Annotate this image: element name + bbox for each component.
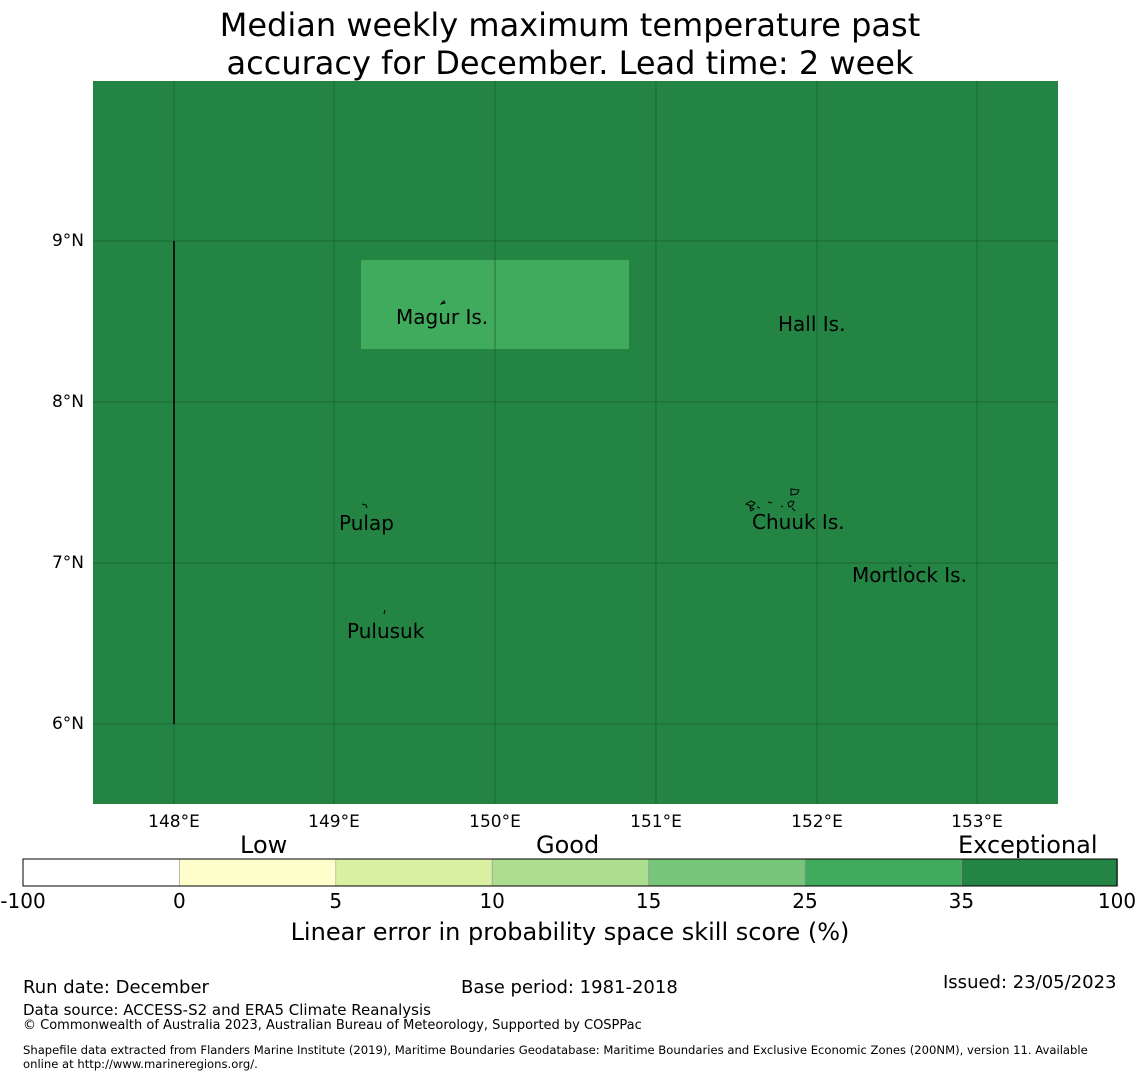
colorbar-segment — [961, 858, 1119, 887]
lon-label-153e: 153°E — [951, 812, 1003, 832]
colorbar-segment — [22, 858, 180, 887]
colorbar-segment — [648, 858, 806, 887]
base-period: Base period: 1981-2018 — [461, 977, 678, 998]
colorbar-segment — [491, 858, 649, 887]
colorbar — [22, 858, 1119, 887]
place-label-chuuk: Chuuk Is. — [752, 510, 845, 534]
island-pulap — [361, 503, 368, 509]
run-date: Run date: December — [23, 977, 209, 998]
chart-title: Median weekly maximum temperature past a… — [0, 6, 1140, 82]
colorbar-tick: 35 — [948, 889, 975, 913]
category-good: Good — [536, 831, 600, 859]
colorbar-segment — [179, 858, 337, 887]
place-label-magur: Magur Is. — [396, 305, 489, 329]
lon-label-148e: 148°E — [148, 812, 200, 832]
place-label-pulap: Pulap — [339, 511, 394, 535]
colorbar-tick: 15 — [635, 889, 662, 913]
lon-label-152e: 152°E — [791, 812, 843, 832]
issued-date: Issued: 23/05/2023 — [943, 972, 1117, 993]
colorbar-segment — [335, 858, 493, 887]
island-mortlock — [908, 564, 912, 568]
lat-label-6n: 6°N — [51, 714, 84, 734]
copyright: © Commonwealth of Australia 2023, Austra… — [23, 1018, 642, 1033]
island-outlines — [361, 300, 912, 615]
colorbar-tick: 100 — [1097, 889, 1137, 913]
title-line-1: Median weekly maximum temperature past — [219, 6, 921, 44]
shapefile-credit-line2: online at http://www.marineregions.org/. — [23, 1057, 258, 1071]
island-chuuk-lagoon — [744, 488, 800, 512]
place-label-hall: Hall Is. — [778, 312, 846, 336]
category-exceptional: Exceptional — [958, 831, 1098, 859]
colorbar-tick: -100 — [0, 889, 46, 913]
lon-label-150e: 150°E — [469, 812, 521, 832]
place-label-mortlock: Mortlock Is. — [852, 563, 967, 587]
data-source: Data source: ACCESS-S2 and ERA5 Climate … — [23, 1001, 431, 1019]
colorbar-tick: 10 — [479, 889, 505, 913]
island-magur — [439, 300, 446, 305]
category-low: Low — [240, 831, 288, 859]
place-label-pulusuk: Pulusuk — [347, 619, 425, 643]
lat-label-9n: 9°N — [51, 231, 84, 251]
shapefile-credit-line1: Shapefile data extracted from Flanders M… — [23, 1043, 1088, 1057]
colorbar-segment — [804, 858, 962, 887]
colorbar-tick: 5 — [329, 889, 343, 913]
lat-label-8n: 8°N — [51, 392, 84, 412]
colorbar-tick: 25 — [792, 889, 818, 913]
colorbar-label: Linear error in probability space skill … — [290, 918, 850, 946]
lon-label-151e: 151°E — [630, 812, 682, 832]
lon-label-149e: 149°E — [308, 812, 360, 832]
island-pulusuk — [383, 609, 386, 615]
colorbar-tick: 0 — [173, 889, 186, 913]
colorbar-frame — [22, 858, 1118, 887]
lat-label-7n: 7°N — [51, 553, 84, 573]
map-background — [93, 81, 1058, 804]
title-line-2: accuracy for December. Lead time: 2 week — [226, 44, 914, 82]
